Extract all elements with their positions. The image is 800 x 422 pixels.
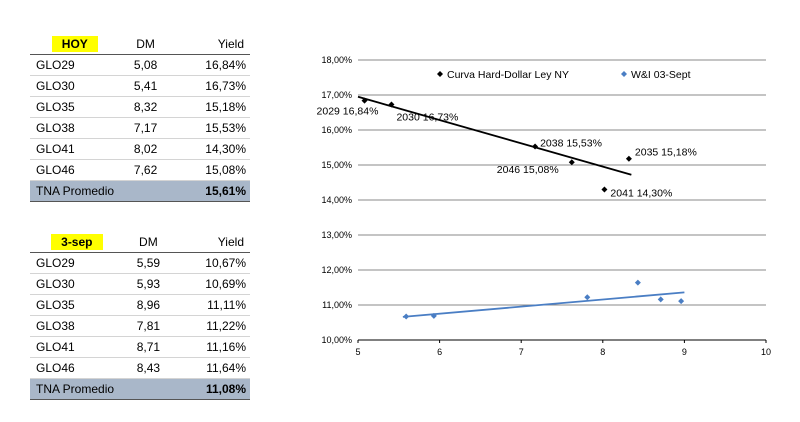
table-row: GLO38 7,81 11,22% [30, 315, 250, 337]
data-point [601, 186, 608, 193]
table-row: GLO41 8,02 14,30% [30, 138, 250, 160]
table-row: GLO35 8,32 15,18% [30, 96, 250, 118]
data-label: 2029 16,84% [317, 106, 379, 118]
y-tick-label: 11,00% [322, 300, 352, 310]
x-tick-label: 10 [761, 347, 771, 357]
table-row: GLO30 5,41 16,73% [30, 75, 250, 97]
average-label: TNA Promedio [30, 378, 174, 400]
table-row: GLO29 5,59 10,67% [30, 252, 250, 274]
table-row: GLO41 8,71 11,16% [30, 336, 250, 358]
x-tick-label: 6 [437, 347, 442, 357]
data-point [657, 296, 664, 303]
data-point [361, 97, 368, 104]
column-header-yield: Yield [173, 232, 250, 253]
x-tick-label: 7 [519, 347, 524, 357]
data-point [568, 159, 575, 166]
y-tick-label: 15,00% [321, 160, 352, 170]
average-value: 11,08% [173, 378, 250, 400]
data-point [532, 143, 539, 150]
data-label: 2041 14,30% [610, 188, 672, 200]
trend-line [402, 291, 685, 318]
table-row: GLO46 7,62 15,08% [30, 159, 250, 181]
data-point [403, 313, 410, 320]
x-tick-label: 5 [355, 347, 360, 357]
column-header-dm: DM [119, 34, 172, 55]
data-label: 2030 16,73% [396, 111, 458, 123]
legend-marker [437, 71, 443, 77]
data-point [584, 294, 591, 301]
y-tick-label: 12,00% [321, 265, 352, 275]
yield-table-today: HOY DM Yield GLO29 5,08 16,84% GLO30 5,41 16… [30, 34, 250, 202]
y-tick-label: 16,00% [321, 125, 352, 135]
legend-label: Curva Hard-Dollar Ley NY [447, 69, 569, 81]
average-row: TNA Promedio 11,08% [30, 378, 250, 400]
y-tick-label: 18,00% [321, 55, 352, 65]
data-point [678, 298, 685, 305]
data-label: 2038 15,53% [540, 137, 602, 149]
y-tick-label: 17,00% [321, 90, 352, 100]
average-label: TNA Promedio [30, 180, 172, 202]
data-point [388, 101, 395, 108]
table-row: GLO30 5,93 10,69% [30, 273, 250, 295]
data-label: 2046 15,08% [497, 164, 559, 176]
column-header-yield: Yield [171, 34, 250, 55]
data-point [634, 279, 641, 286]
data-label: 2035 15,18% [635, 147, 697, 159]
data-point [625, 155, 632, 162]
trend-line [357, 95, 632, 176]
table-date-label: 3-sep [30, 232, 124, 253]
table-row: GLO35 8,96 11,11% [30, 294, 250, 316]
table-date-label: HOY [30, 34, 120, 55]
average-value: 15,61% [171, 180, 250, 202]
legend-label: W&I 03-Sept [631, 69, 691, 81]
column-header-dm: DM [123, 232, 174, 253]
legend-marker [621, 71, 627, 77]
table-row: GLO38 7,17 15,53% [30, 117, 250, 139]
average-row: TNA Promedio 15,61% [30, 180, 250, 202]
y-tick-label: 14,00% [321, 195, 352, 205]
table-row: GLO29 5,08 16,84% [30, 54, 250, 76]
y-tick-label: 13,00% [321, 230, 352, 240]
yield-table-3-sep: 3-sep DM Yield GLO29 5,59 10,67% GLO30 5,93… [30, 232, 250, 400]
data-point [430, 312, 437, 319]
x-tick-label: 8 [600, 347, 605, 357]
x-tick-label: 9 [682, 347, 687, 357]
y-tick-label: 10,00% [321, 335, 352, 345]
